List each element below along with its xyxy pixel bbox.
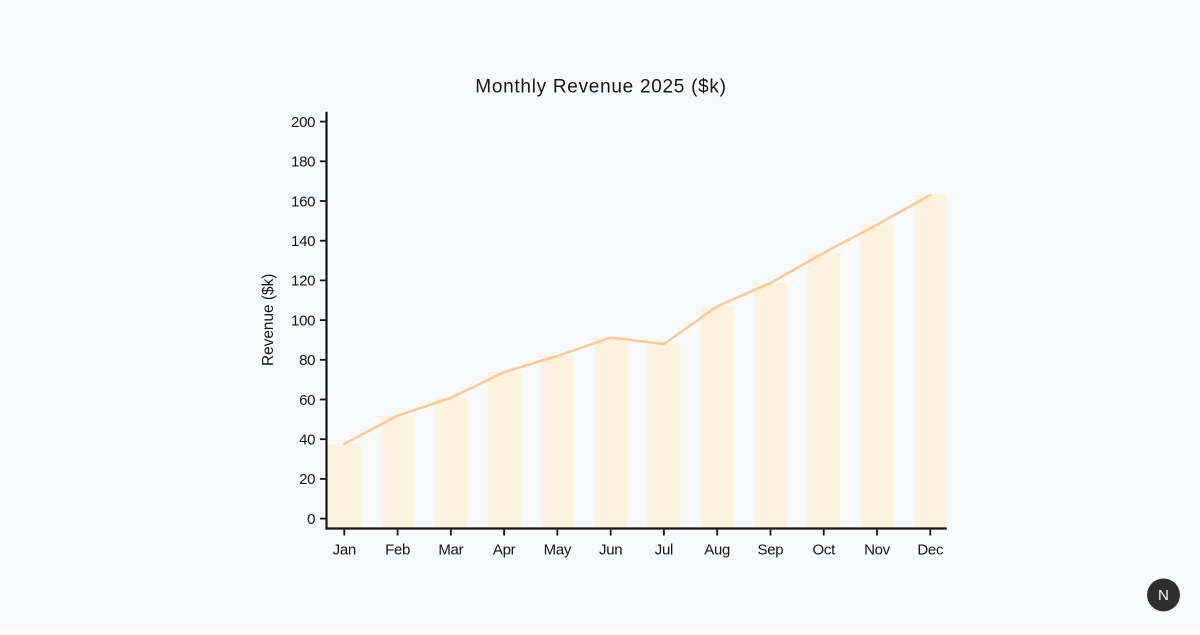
svg-text:Sep: Sep [758, 541, 784, 558]
svg-text:Oct: Oct [813, 541, 837, 558]
svg-text:Feb: Feb [385, 541, 410, 558]
svg-text:160: 160 [291, 193, 315, 210]
svg-text:200: 200 [291, 114, 315, 131]
svg-text:May: May [544, 541, 572, 558]
svg-text:Jul: Jul [655, 541, 673, 558]
svg-text:Nov: Nov [864, 541, 891, 558]
svg-text:Jan: Jan [333, 541, 356, 558]
svg-text:40: 40 [299, 432, 315, 449]
svg-text:80: 80 [299, 352, 315, 369]
svg-text:Aug: Aug [704, 541, 730, 558]
svg-text:Jun: Jun [599, 541, 622, 558]
svg-text:60: 60 [299, 392, 315, 409]
svg-text:Mar: Mar [438, 541, 463, 558]
svg-text:180: 180 [291, 154, 315, 171]
svg-text:120: 120 [291, 273, 315, 290]
svg-text:Dec: Dec [917, 541, 944, 558]
svg-text:0: 0 [307, 511, 315, 528]
svg-text:100: 100 [291, 312, 315, 329]
svg-text:20: 20 [299, 471, 315, 488]
svg-text:Revenue ($k): Revenue ($k) [260, 274, 277, 366]
svg-text:N: N [1158, 587, 1169, 604]
svg-text:140: 140 [291, 233, 315, 250]
svg-text:Monthly Revenue 2025 ($k): Monthly Revenue 2025 ($k) [475, 77, 726, 98]
svg-text:Apr: Apr [493, 541, 516, 558]
